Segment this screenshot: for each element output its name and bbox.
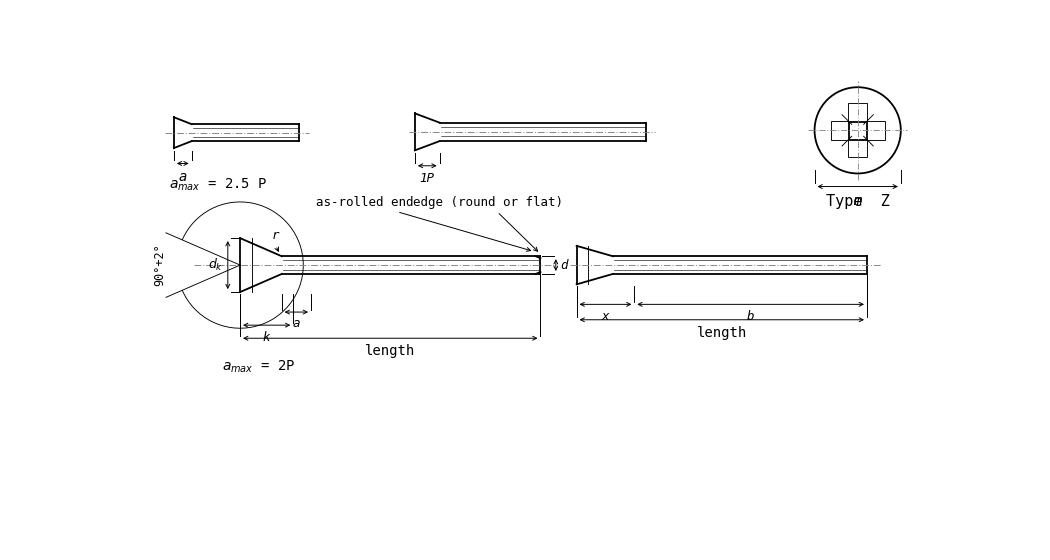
Text: m: m [854,194,862,208]
Text: a: a [293,318,300,330]
Text: r: r [272,230,279,242]
Text: 1P: 1P [420,172,435,185]
Text: d: d [561,259,568,272]
Text: $d_k$: $d_k$ [208,257,224,273]
Text: k: k [262,330,271,343]
Text: length: length [365,344,416,358]
Text: a: a [178,170,187,184]
Text: as-rolled end: as-rolled end [316,196,530,251]
Text: $a_{max}$ = 2P: $a_{max}$ = 2P [223,358,296,375]
Text: b: b [747,310,754,323]
Text: edge (round or flat): edge (round or flat) [413,196,563,251]
Text: Type  Z: Type Z [825,194,889,209]
Text: 90°+2°: 90°+2° [153,244,167,287]
Text: length: length [696,326,747,340]
Text: x: x [602,310,609,323]
Text: $a_{max}$ = 2.5 P: $a_{max}$ = 2.5 P [168,176,267,193]
